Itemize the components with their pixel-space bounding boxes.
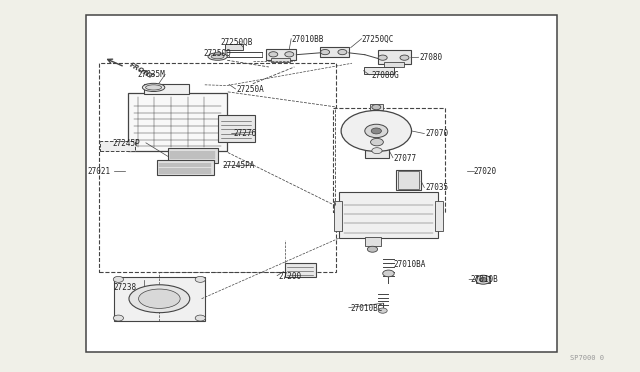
Ellipse shape: [129, 285, 190, 312]
Bar: [218, 115, 255, 142]
Circle shape: [113, 276, 124, 282]
Circle shape: [371, 128, 381, 134]
Bar: [285, 263, 316, 277]
Bar: [378, 50, 411, 64]
Circle shape: [371, 138, 383, 146]
Bar: [370, 104, 383, 110]
Bar: [225, 44, 243, 50]
Text: 27020: 27020: [474, 167, 497, 176]
Circle shape: [479, 278, 487, 282]
Bar: [365, 138, 389, 158]
Bar: [339, 192, 438, 238]
Bar: [334, 201, 342, 231]
Text: 27238: 27238: [114, 283, 137, 292]
Ellipse shape: [143, 83, 165, 92]
Circle shape: [400, 55, 409, 60]
Circle shape: [195, 276, 205, 282]
Text: 27077: 27077: [394, 154, 417, 163]
Text: 27250QC: 27250QC: [362, 35, 394, 44]
Bar: [114, 277, 205, 321]
Bar: [271, 58, 290, 62]
Ellipse shape: [208, 53, 227, 60]
Circle shape: [269, 52, 278, 57]
Text: 27245PA: 27245PA: [223, 161, 255, 170]
Text: 27035M: 27035M: [138, 70, 165, 79]
Bar: [364, 67, 394, 74]
Text: 27276: 27276: [234, 129, 257, 138]
Bar: [144, 84, 189, 94]
Text: 27080G: 27080G: [371, 71, 399, 80]
Bar: [266, 49, 296, 60]
Circle shape: [378, 55, 387, 60]
Text: 27010BB: 27010BB: [291, 35, 324, 44]
Circle shape: [365, 124, 388, 138]
Circle shape: [341, 110, 412, 151]
Text: 27080: 27080: [419, 53, 442, 62]
Text: 27021: 27021: [87, 167, 110, 176]
Bar: [86, 15, 557, 352]
Bar: [128, 93, 227, 151]
Text: SP7000 0: SP7000 0: [570, 355, 604, 361]
Text: 27010BA: 27010BA: [394, 260, 426, 269]
Text: 27035: 27035: [426, 183, 449, 192]
Text: 27200: 27200: [278, 272, 301, 280]
Circle shape: [113, 315, 124, 321]
Circle shape: [378, 308, 387, 313]
Bar: [435, 201, 443, 231]
Ellipse shape: [211, 54, 224, 59]
Bar: [396, 170, 421, 190]
Bar: [398, 171, 419, 189]
Bar: [100, 141, 135, 151]
Circle shape: [476, 275, 491, 284]
Bar: [476, 276, 490, 283]
Circle shape: [321, 49, 330, 55]
Bar: [320, 47, 349, 57]
Ellipse shape: [139, 289, 180, 308]
Ellipse shape: [146, 85, 161, 90]
Text: 27250A: 27250A: [237, 85, 264, 94]
Bar: [333, 108, 445, 212]
Circle shape: [367, 246, 378, 252]
Text: 27070: 27070: [426, 129, 449, 138]
Circle shape: [338, 49, 347, 55]
Circle shape: [383, 270, 394, 277]
Circle shape: [372, 148, 382, 154]
Bar: [168, 148, 218, 163]
Text: FRONT: FRONT: [128, 62, 154, 81]
Text: 27010B: 27010B: [470, 275, 498, 284]
Text: 27245P: 27245P: [112, 139, 140, 148]
Circle shape: [195, 315, 205, 321]
Text: 27250Q: 27250Q: [204, 49, 231, 58]
Bar: [157, 160, 214, 175]
Bar: [384, 62, 404, 67]
Circle shape: [372, 105, 381, 110]
Text: 27250QB: 27250QB: [221, 38, 253, 47]
Bar: [99, 63, 336, 272]
Text: 27010BC: 27010BC: [351, 304, 383, 312]
Circle shape: [285, 52, 294, 57]
Bar: [365, 237, 381, 246]
